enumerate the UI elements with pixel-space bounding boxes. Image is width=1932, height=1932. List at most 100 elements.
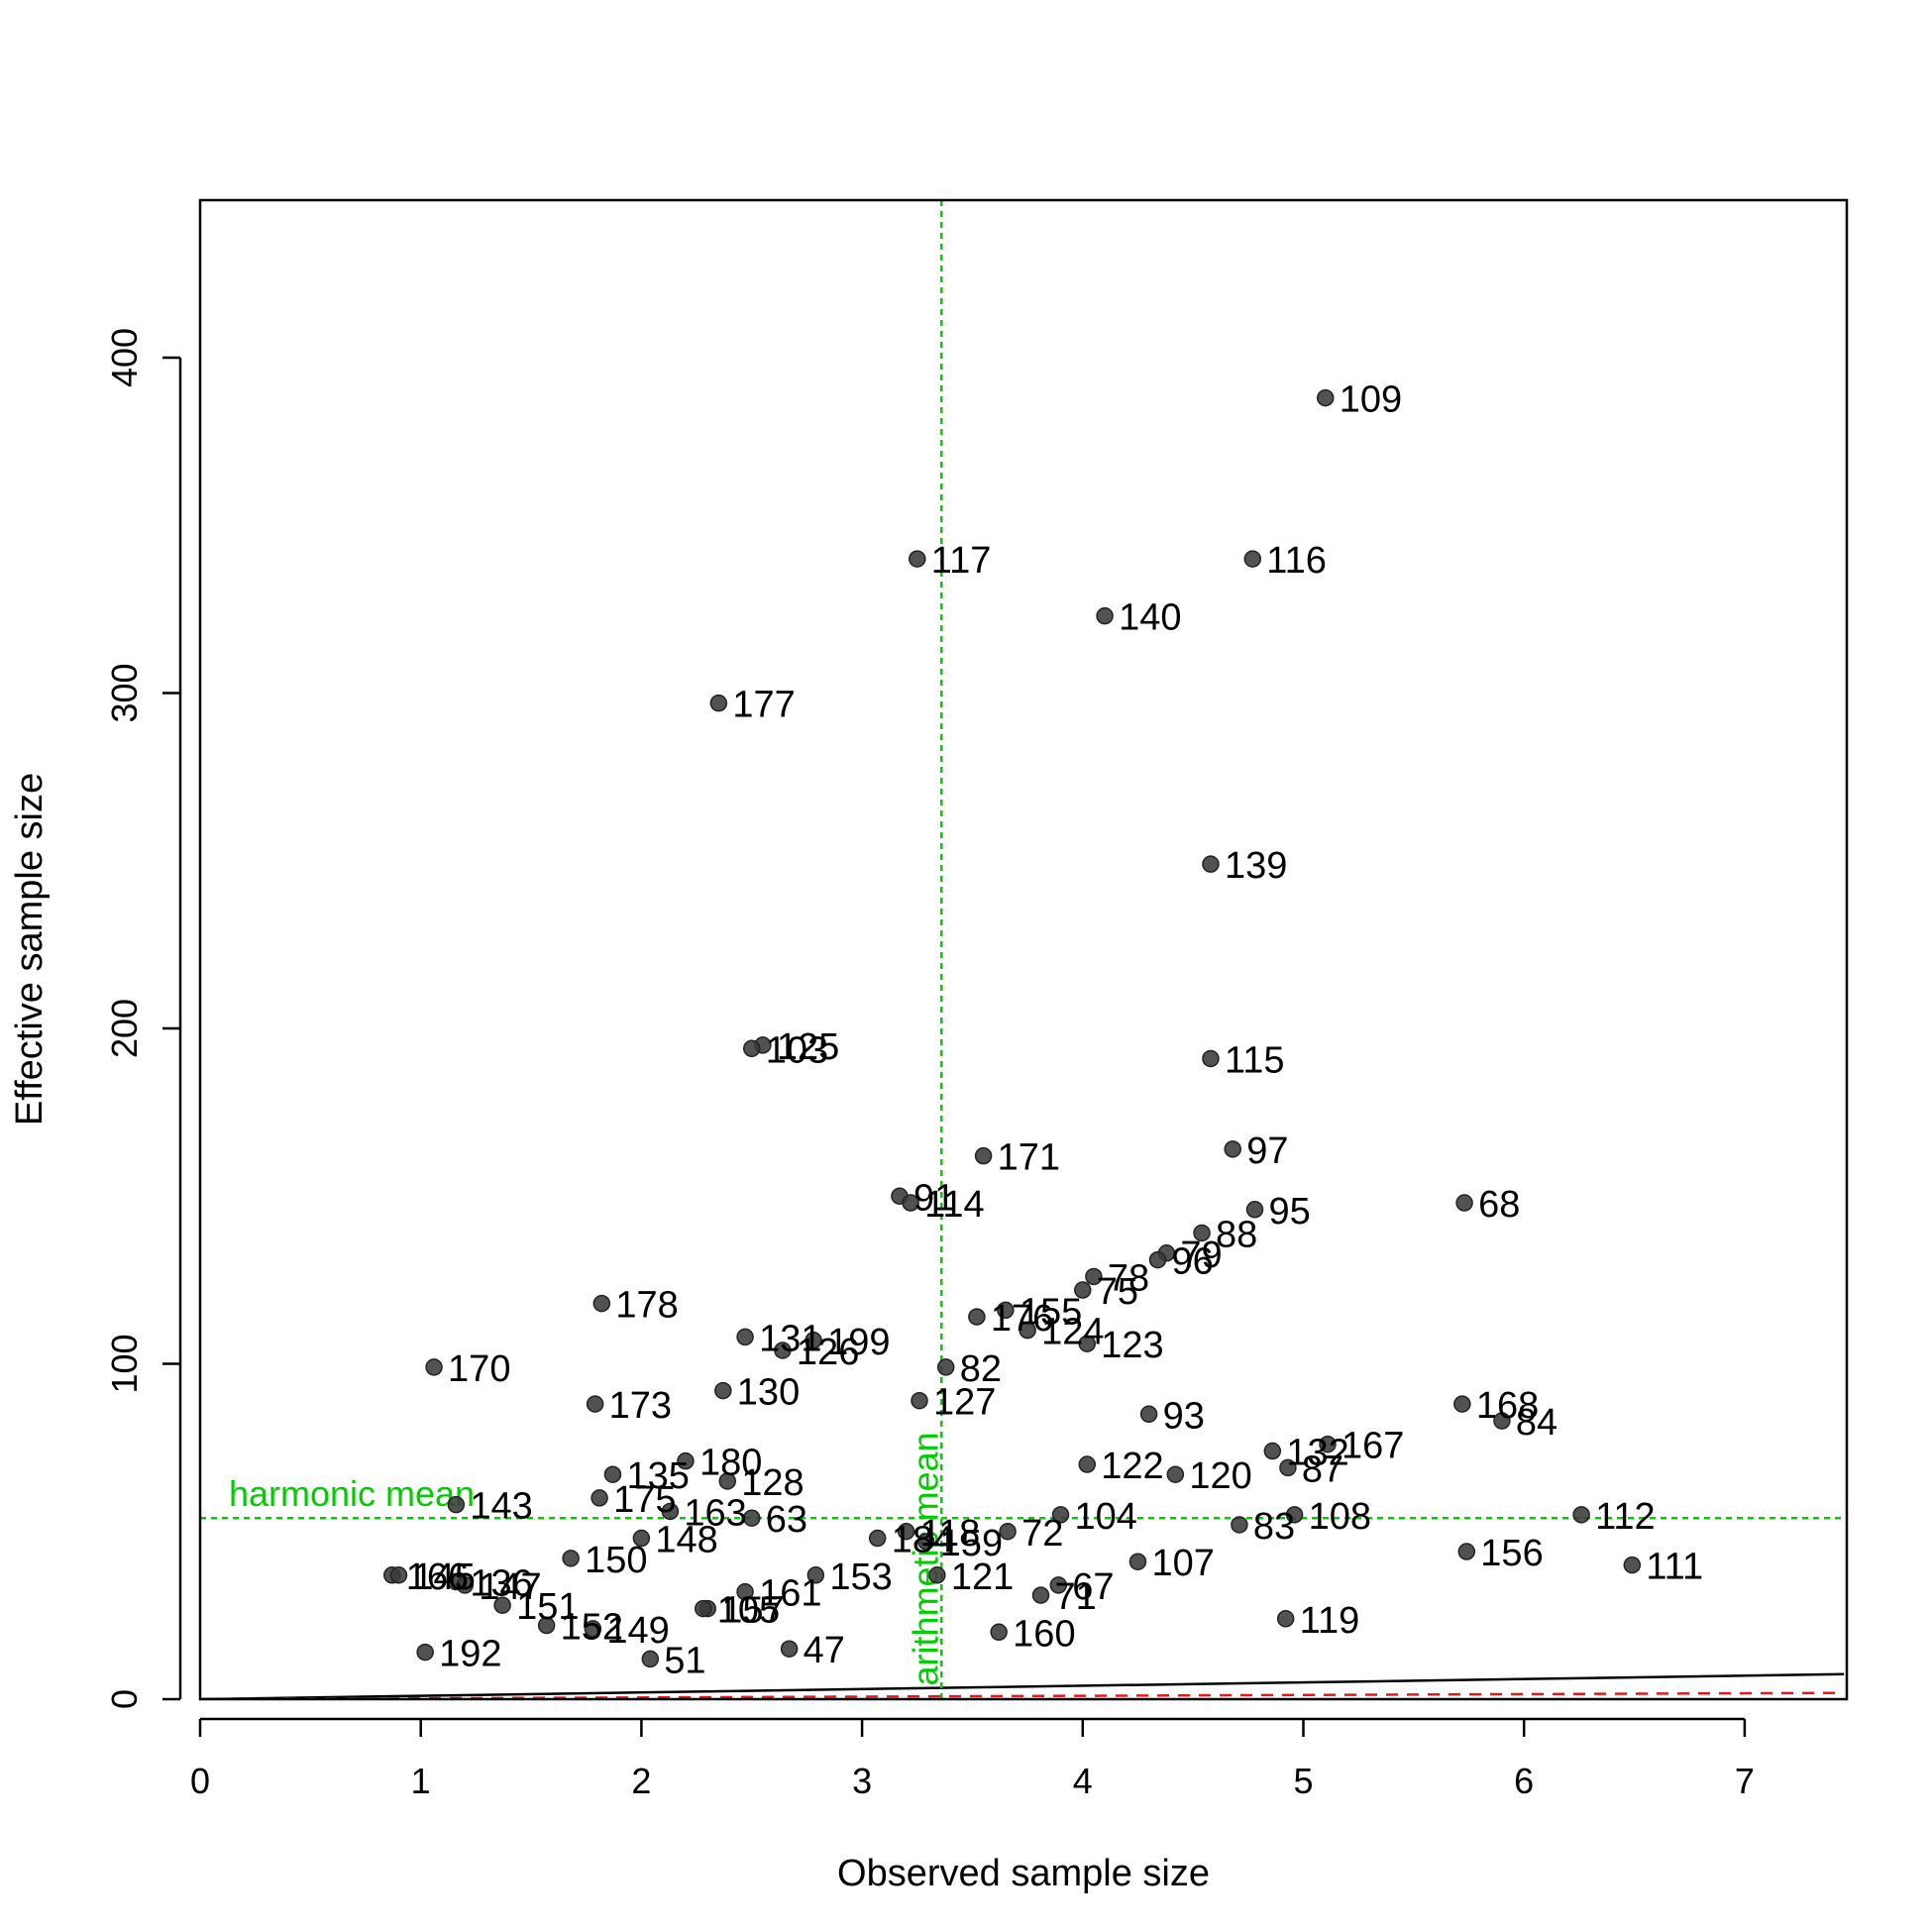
data-point: [1493, 1412, 1511, 1430]
data-point: [1285, 1506, 1304, 1524]
point-label: 79: [1180, 1234, 1222, 1276]
data-point: [456, 1576, 474, 1594]
point-label: 161: [759, 1573, 821, 1615]
point-label: 126: [797, 1332, 859, 1373]
data-point: [997, 1301, 1015, 1320]
data-point: [1166, 1465, 1185, 1483]
data-point: [1078, 1455, 1097, 1473]
point-label: 78: [1108, 1257, 1149, 1299]
arithmetic-mean-label: arithmetic mean: [905, 1432, 945, 1685]
point-label: 103: [766, 1029, 828, 1071]
data-point: [1243, 550, 1262, 568]
data-point: [1096, 606, 1114, 625]
point-label: 71: [1054, 1576, 1096, 1618]
point-label: 63: [766, 1499, 807, 1541]
data-point: [537, 1616, 556, 1635]
point-label: 84: [1516, 1402, 1557, 1444]
data-point: [1455, 1194, 1473, 1212]
points-group: [382, 388, 1642, 1668]
point-label: 95: [1269, 1191, 1311, 1233]
data-point: [1319, 1435, 1337, 1453]
x-tick-label: 0: [190, 1761, 210, 1801]
point-label: 173: [609, 1385, 672, 1427]
data-point: [743, 1039, 761, 1058]
x-tick-label: 2: [631, 1761, 651, 1801]
data-point: [718, 1472, 737, 1490]
point-label: 107: [1151, 1543, 1214, 1584]
point-label: 156: [1480, 1533, 1543, 1574]
point-label: 192: [439, 1634, 501, 1675]
point-label: 111: [1646, 1547, 1703, 1588]
data-point: [1128, 1553, 1147, 1570]
point-label: 139: [1225, 845, 1287, 887]
data-point: [632, 1529, 651, 1548]
data-point: [897, 1523, 915, 1541]
x-tick-label: 4: [1073, 1761, 1093, 1801]
data-point: [916, 1533, 935, 1551]
data-point: [1019, 1321, 1036, 1340]
data-point: [493, 1596, 511, 1614]
data-point: [974, 1146, 993, 1165]
point-label: 72: [1021, 1513, 1063, 1555]
data-point: [936, 1358, 955, 1376]
data-point: [1457, 1543, 1476, 1560]
data-point: [780, 1640, 799, 1658]
point-label: 108: [1309, 1496, 1371, 1538]
data-point: [1263, 1442, 1282, 1460]
point-label: 130: [737, 1372, 800, 1414]
point-label: 127: [933, 1382, 996, 1424]
point-label: 124: [1041, 1312, 1104, 1353]
point-label: 68: [1478, 1184, 1520, 1226]
data-point: [641, 1650, 660, 1668]
y-axis-title: Effective sample size: [9, 773, 51, 1126]
point-label: 121: [951, 1556, 1014, 1598]
point-label: 47: [804, 1630, 845, 1671]
point-label: 176: [991, 1298, 1053, 1340]
data-point: [999, 1523, 1017, 1541]
data-point: [425, 1358, 443, 1376]
data-point: [1224, 1140, 1241, 1158]
data-point: [1193, 1224, 1211, 1242]
data-point: [928, 1566, 946, 1584]
point-label: 112: [1595, 1496, 1656, 1538]
data-point: [447, 1495, 466, 1514]
point-label: 97: [1246, 1130, 1288, 1172]
data-point: [677, 1451, 695, 1470]
point-label: 184: [892, 1520, 954, 1561]
data-point: [1623, 1556, 1642, 1574]
data-point: [1572, 1506, 1590, 1524]
data-point: [968, 1308, 986, 1326]
point-label: 149: [606, 1610, 669, 1652]
data-point: [1231, 1516, 1248, 1534]
data-point: [1276, 1610, 1295, 1628]
point-label: 117: [931, 540, 992, 582]
point-label: 118: [920, 1513, 981, 1555]
point-label: 132: [1286, 1433, 1348, 1474]
point-label: 120: [1189, 1455, 1251, 1497]
point-label: 128: [741, 1462, 804, 1504]
data-point: [1031, 1586, 1050, 1604]
y-tick-label: 400: [104, 328, 145, 387]
data-point: [990, 1623, 1008, 1642]
point-label: 116: [1266, 540, 1327, 582]
point-label: 177: [732, 685, 795, 726]
point-label: 150: [585, 1540, 647, 1581]
data-point: [1074, 1281, 1092, 1299]
data-point: [1078, 1335, 1097, 1352]
data-point: [586, 1395, 604, 1413]
point-label: 136: [470, 1563, 532, 1605]
data-point: [1139, 1405, 1158, 1424]
data-point: [902, 1194, 919, 1212]
point-label: 51: [664, 1640, 705, 1681]
point-label: 166: [406, 1556, 469, 1598]
point-label: 131: [759, 1318, 821, 1359]
data-point: [1085, 1267, 1103, 1286]
point-label: 163: [684, 1492, 746, 1534]
point-label: 180: [699, 1443, 762, 1484]
point-label: 167: [1342, 1426, 1404, 1467]
data-point: [709, 694, 728, 712]
point-label: 145: [412, 1556, 475, 1598]
x-axis-title: Observed sample size: [837, 1853, 1210, 1894]
point-label: 88: [1216, 1214, 1257, 1255]
point-label: 147: [479, 1566, 541, 1608]
